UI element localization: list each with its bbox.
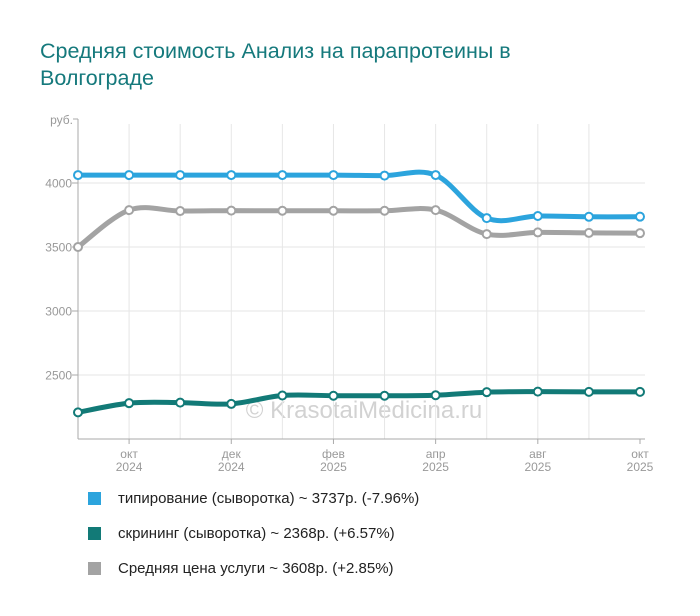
y-axis-labels: руб. 4000 3500 3000 2500 [45,113,73,383]
x-tick-month: окт [120,447,138,461]
series-line [75,169,643,224]
x-tick-month: окт [631,447,649,461]
data-point-marker [532,211,543,222]
data-point-marker [328,205,339,216]
x-tick-year: 2024 [116,460,143,474]
data-point-marker [532,386,543,397]
x-tick-month: авг [529,447,547,461]
data-point-marker [226,170,237,181]
data-point-marker [430,390,441,401]
legend-swatch-gray [88,561,101,575]
data-point-marker [73,242,83,252]
data-point-marker [583,227,594,238]
data-point-marker [277,390,288,401]
legend-item-tipirovanie: типирование (сыворотка) ~ 3737р. (-7.96%… [88,488,419,508]
chart-canvas: © KrasotaiMedicina.ru руб. 4000 3500 3000 250… [45,113,654,474]
data-point-marker [430,170,441,181]
y-axis-unit: руб. [50,113,73,127]
data-point-marker [328,390,339,401]
data-point-marker [635,228,645,239]
x-tick-month: фев [322,447,345,461]
legend-swatch-blue [88,491,101,505]
legend-label: скрининг (сыворотка) ~ 2368р. (+6.57%) [118,524,395,542]
x-tick-year: 2025 [320,460,347,474]
watermark: © KrasotaiMedicina.ru [246,397,482,424]
data-point-marker [175,397,186,408]
svg-text:4000: 4000 [45,177,72,191]
x-tick-year: 2025 [524,460,551,474]
data-point-marker [635,211,645,222]
data-point-marker [175,170,186,181]
data-point-marker [124,398,135,409]
data-point-marker [226,398,237,409]
series-1 [73,386,645,418]
series-0 [73,169,645,224]
data-point-marker [583,211,594,222]
data-point-marker [532,227,543,238]
legend-label: типирование (сыворотка) ~ 3737р. (-7.96%… [118,489,420,507]
legend-label: Средняя цена услуги ~ 3608р. (+2.85%) [118,559,394,577]
svg-text:2500: 2500 [45,369,72,383]
data-point-marker [635,386,645,397]
page-title: Средняя стоимость Анализ на парапротеины… [40,39,511,90]
x-tick-month: дек [222,447,242,461]
series-line [75,205,643,250]
data-point-marker [481,387,492,398]
data-point-marker [277,205,288,216]
svg-text:3000: 3000 [45,305,72,319]
data-point-marker [379,170,390,181]
x-axis-labels: окт2024дек2024фев2025апр2025авг2025окт20… [116,439,654,474]
x-tick-year: 2025 [422,460,449,474]
legend-item-average: Средняя цена услуги ~ 3608р. (+2.85%) [88,558,419,578]
chart-legend: типирование (сыворотка) ~ 3737р. (-7.96%… [88,488,419,593]
data-point-marker [379,390,390,401]
data-point-marker [124,170,135,181]
svg-text:3500: 3500 [45,241,72,255]
data-point-marker [430,205,441,216]
data-point-marker [124,205,135,216]
x-tick-month: апр [426,447,446,461]
series-2 [73,205,645,252]
data-point-marker [226,205,237,216]
price-trend-chart: © KrasotaiMedicina.ru руб. 4000 3500 3000 250… [0,110,700,485]
data-point-marker [175,206,186,217]
legend-swatch-teal [88,526,101,540]
data-point-marker [277,170,288,181]
data-point-marker [379,205,390,216]
data-point-marker [73,170,83,181]
data-point-marker [328,170,339,181]
data-point-marker [481,229,492,240]
x-tick-year: 2025 [627,460,654,474]
data-point-marker [73,407,83,418]
legend-item-skrining: скрининг (сыворотка) ~ 2368р. (+6.57%) [88,523,419,543]
x-tick-year: 2024 [218,460,245,474]
data-point-marker [481,213,492,224]
data-point-marker [583,386,594,397]
